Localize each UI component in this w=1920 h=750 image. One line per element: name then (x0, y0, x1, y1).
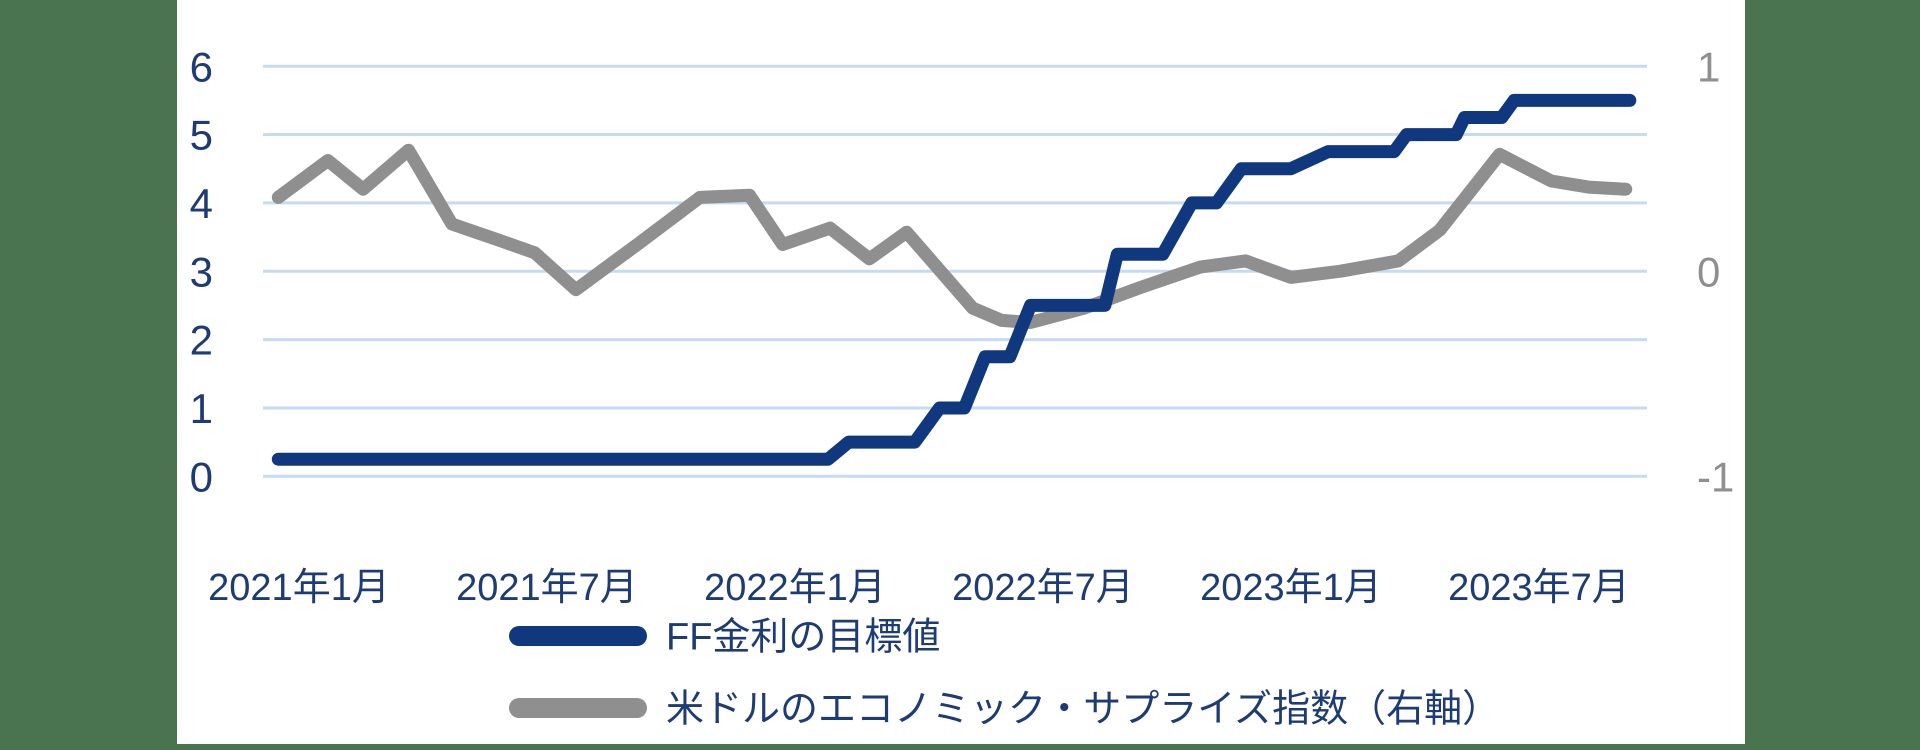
bottom-green-strip (0, 744, 1920, 750)
left-axis-tick-label: 4 (190, 180, 213, 227)
left-axis-tick-label: 0 (190, 453, 213, 500)
surprise-index-line (271, 143, 1633, 329)
left-axis-tick-label: 3 (190, 248, 213, 295)
legend-swatch-surprise (509, 698, 647, 718)
right-axis-tick-label: -1 (1697, 453, 1734, 500)
left-axis-tick-label: 5 (190, 112, 213, 159)
left-green-band (0, 0, 177, 750)
x-axis-tick-label: 2023年7月 (1448, 567, 1630, 609)
left-axis-tick-label: 1 (190, 385, 213, 432)
right-axis-tick-label: 0 (1697, 248, 1720, 295)
x-axis-tick-label: 2022年7月 (952, 567, 1134, 609)
x-axis-tick-label: 2021年1月 (208, 567, 390, 609)
left-axis-tick-label: 6 (190, 43, 213, 90)
ff-rate-line (271, 93, 1637, 466)
legend-label-ff: FF金利の目標値 (666, 617, 940, 659)
left-axis-tick-label: 2 (190, 317, 213, 364)
x-axis-tick-label: 2023年1月 (1200, 567, 1382, 609)
x-axis-tick-label: 2022年1月 (704, 567, 886, 609)
right-axis-tick-label: 1 (1697, 43, 1720, 90)
x-axis-tick-label: 2021年7月 (456, 567, 638, 609)
legend-label-surprise: 米ドルのエコノミック・サプライズ指数（右軸） (666, 689, 1500, 731)
legend-swatch-ff (509, 626, 647, 646)
right-green-band (1745, 0, 1920, 750)
